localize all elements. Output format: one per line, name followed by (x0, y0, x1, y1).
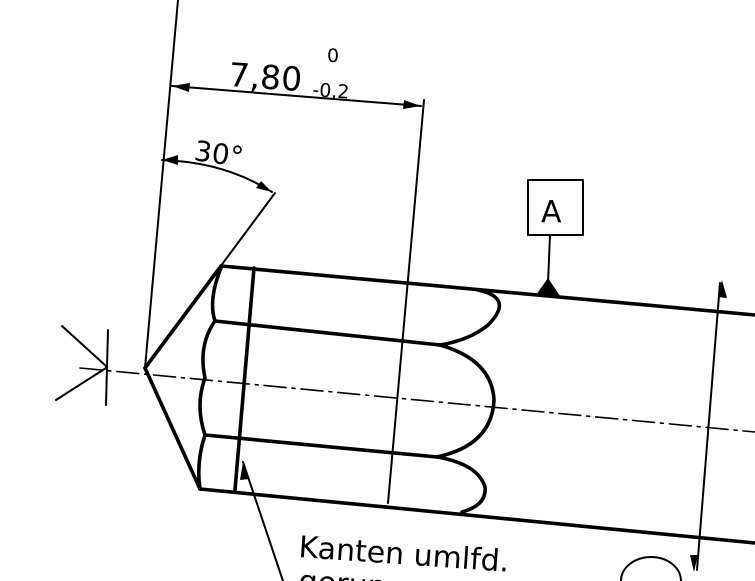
partial-balloon-circle (620, 556, 682, 581)
diameter-dimension-line (690, 280, 727, 572)
length-dimension-upper-tolerance: 0 (327, 45, 339, 67)
length-dimension-line (171, 83, 422, 109)
center-mark-symbol (55, 325, 109, 406)
extension-line-left (144, 0, 179, 369)
datum-feature-symbol: A (527, 179, 584, 296)
note-leader (240, 461, 284, 581)
flute-curves (435, 288, 502, 514)
length-dimension-lower-tolerance: -0,2 (312, 79, 351, 104)
extension-line-right (387, 99, 425, 504)
center-line (79, 367, 755, 433)
curved-face-profile (197, 266, 223, 491)
angle-dimension-arc (161, 155, 273, 193)
angle-dimension-value: 30° (192, 134, 246, 174)
length-dimension-nominal: 7,80 (227, 55, 303, 99)
datum-feature-label: A (541, 195, 562, 230)
part-outline (143, 264, 755, 545)
